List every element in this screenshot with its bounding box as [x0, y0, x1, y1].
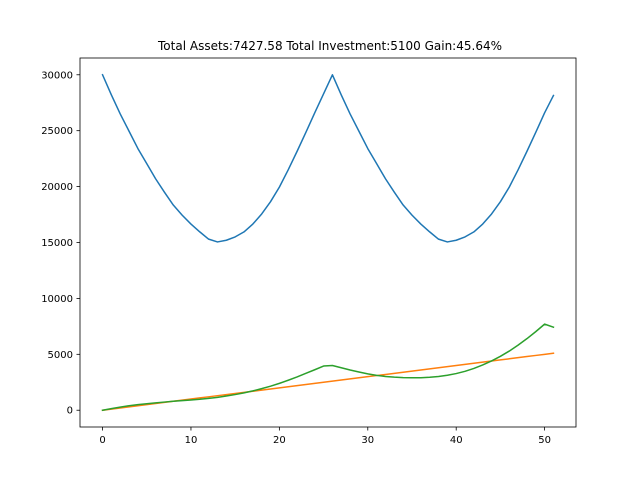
x-tick-label: 40 [450, 435, 463, 446]
x-tick-label: 0 [99, 435, 105, 446]
y-tick-label: 10000 [41, 294, 73, 305]
y-tick-label: 15000 [41, 238, 73, 249]
y-tick-label: 5000 [48, 350, 73, 361]
series-line-3 [101, 323, 555, 412]
chart-title: Total Assets:7427.58 Total Investment:51… [157, 39, 502, 53]
y-tick-label: 0 [67, 406, 73, 417]
x-tick-label: 10 [185, 435, 198, 446]
axes-layer: 0 10 20 30 40 50 0 5000 10000 15000 20000 25000 3000… [41, 57, 577, 446]
y-tick-label: 30000 [41, 70, 73, 81]
y-tick-label: 25000 [41, 126, 73, 137]
series-line-1 [101, 73, 555, 243]
x-tick-label: 20 [273, 435, 286, 446]
y-tick-label: 20000 [41, 182, 73, 193]
x-tick-label: 50 [538, 435, 551, 446]
series-layer [101, 73, 555, 412]
x-tick-label: 30 [361, 435, 374, 446]
